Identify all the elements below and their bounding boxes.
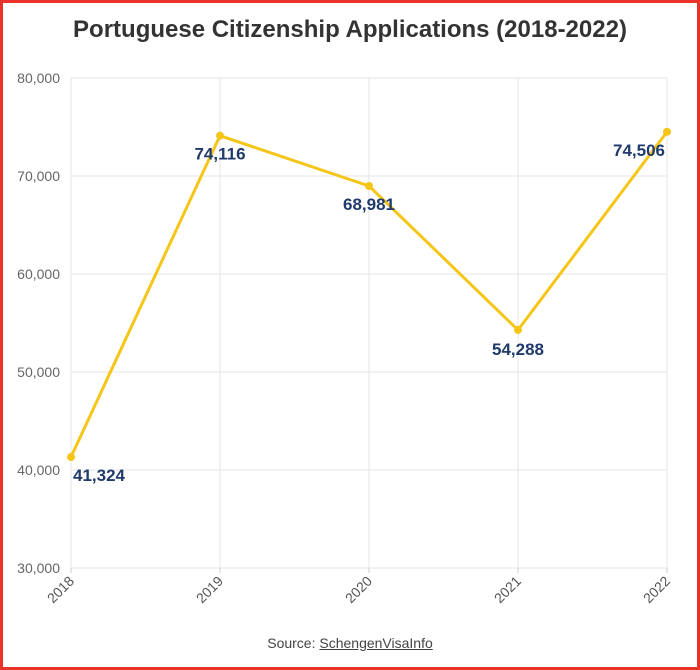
data-point[interactable] xyxy=(67,453,75,462)
data-label: 41,324 xyxy=(73,466,126,485)
y-tick-label: 30,000 xyxy=(17,560,60,576)
x-tick-label: 2018 xyxy=(44,573,77,606)
data-label: 68,981 xyxy=(343,195,395,214)
data-point[interactable] xyxy=(663,127,671,136)
data-point[interactable] xyxy=(514,325,522,334)
source-link[interactable]: SchengenVisaInfo xyxy=(319,635,433,651)
y-tick-label: 50,000 xyxy=(17,364,60,380)
y-tick-label: 70,000 xyxy=(17,168,60,184)
data-label: 74,506 xyxy=(613,141,665,160)
source-note: Source: SchengenVisaInfo xyxy=(0,635,700,651)
data-point[interactable] xyxy=(365,181,373,190)
data-label: 54,288 xyxy=(492,340,544,359)
y-tick-label: 40,000 xyxy=(17,462,60,478)
chart-title: Portuguese Citizenship Applications (201… xyxy=(73,16,627,43)
source-prefix: Source: xyxy=(267,635,320,651)
x-tick-label: 2022 xyxy=(640,573,673,606)
data-point[interactable] xyxy=(216,131,224,140)
x-tick-label: 2019 xyxy=(193,573,226,606)
x-tick-label: 2021 xyxy=(491,573,524,606)
x-tick-label: 2020 xyxy=(342,573,375,606)
data-label: 74,116 xyxy=(194,145,245,164)
y-tick-label: 80,000 xyxy=(17,70,60,86)
y-tick-label: 60,000 xyxy=(17,266,60,282)
